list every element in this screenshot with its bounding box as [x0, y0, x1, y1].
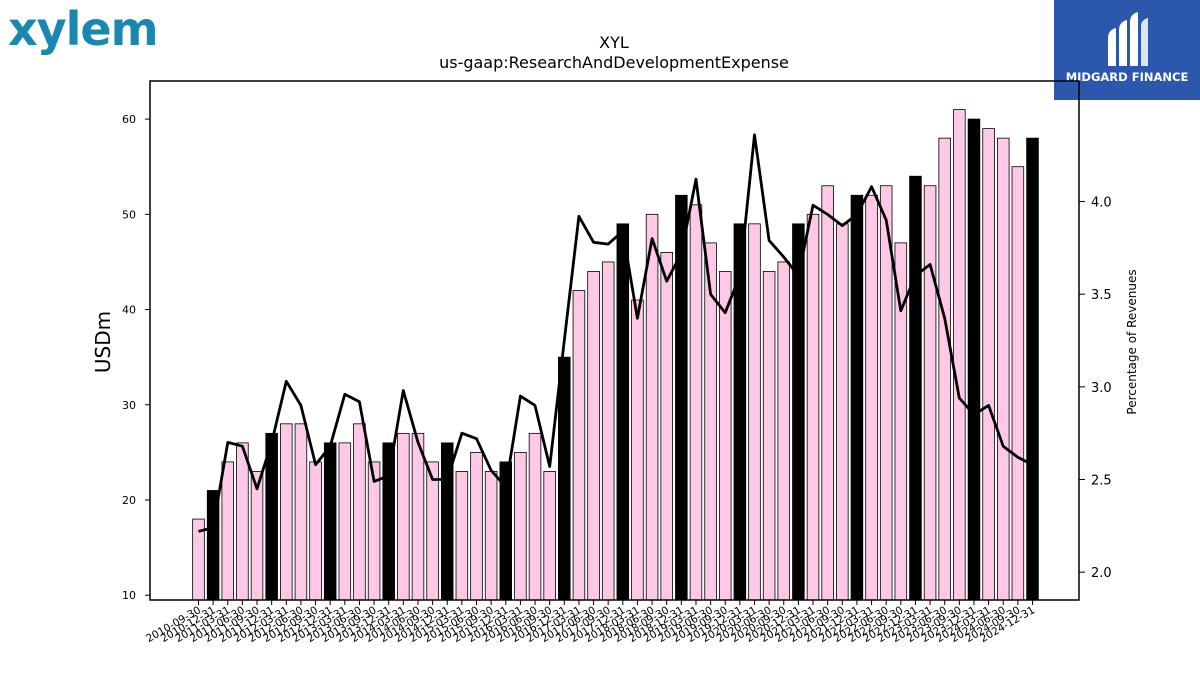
- bar: [660, 252, 673, 601]
- bar: [631, 299, 644, 601]
- y2-tick-label: 2.0: [1091, 566, 1112, 581]
- bar: [294, 423, 308, 601]
- bar: [455, 471, 469, 601]
- bar: [762, 271, 776, 601]
- bar: [221, 461, 235, 601]
- brand-badge: MIDGARD FINANCE: [1054, 0, 1200, 100]
- bar: [528, 432, 542, 601]
- y-tick-label: 40: [122, 304, 136, 317]
- chart-subtitle: us-gaap:ResearchAndDevelopmentExpense: [439, 53, 789, 72]
- bar: [865, 194, 878, 601]
- bar: [323, 442, 337, 601]
- percentage-line: [198, 133, 1034, 533]
- y-tick-label: 50: [122, 208, 136, 221]
- bar: [382, 442, 395, 601]
- bar: [850, 194, 864, 601]
- bar: [909, 175, 922, 601]
- plot-area: 1020304050602.02.53.03.54.02010-09-30201…: [122, 80, 1112, 645]
- bar: [967, 118, 981, 601]
- bar: [1026, 137, 1039, 601]
- bar: [894, 242, 908, 601]
- bar: [411, 432, 425, 601]
- plot-frame: [149, 80, 1080, 601]
- bar: [836, 223, 849, 601]
- bar: [733, 223, 747, 601]
- bar: [996, 137, 1010, 601]
- midgard-logo-icon: [1108, 12, 1148, 66]
- bar: [484, 471, 498, 601]
- bar: [718, 271, 732, 601]
- xylem-logo: xylem: [8, 2, 159, 56]
- bar: [353, 423, 366, 601]
- bar: [280, 423, 293, 601]
- brand-name: MIDGARD FINANCE: [1065, 70, 1189, 84]
- bar: [616, 223, 630, 601]
- bar: [514, 451, 527, 601]
- y2-tick-label: 3.0: [1091, 381, 1112, 396]
- bar: [1011, 166, 1025, 601]
- y2-tick-label: 2.5: [1091, 474, 1112, 489]
- bar: [953, 109, 966, 601]
- bar: [426, 461, 439, 601]
- bar: [938, 137, 951, 601]
- y-tick-label: 10: [122, 589, 136, 602]
- bar: [543, 471, 556, 601]
- y2-axis-label: Percentage of Revenues: [1125, 269, 1139, 414]
- y-axis-label: USDm: [91, 311, 115, 373]
- bar: [748, 223, 761, 601]
- bar: [792, 223, 805, 601]
- bar: [558, 356, 571, 601]
- bar: [338, 442, 352, 601]
- bar: [689, 204, 703, 601]
- bar: [821, 185, 834, 601]
- bar: [806, 213, 820, 601]
- bar: [572, 290, 586, 601]
- bar: [309, 461, 322, 601]
- y-tick-label: 30: [122, 399, 136, 412]
- bar: [923, 185, 937, 601]
- chart-title: XYL: [599, 33, 629, 52]
- y2-tick-label: 3.5: [1091, 288, 1112, 303]
- bar: [250, 471, 264, 601]
- y2-tick-label: 4.0: [1091, 195, 1112, 210]
- bar: [982, 128, 995, 601]
- y-tick-label: 60: [122, 113, 136, 126]
- bar: [777, 261, 791, 601]
- bar: [645, 213, 659, 601]
- bar: [601, 261, 615, 601]
- bar: [236, 442, 249, 601]
- bar: [587, 271, 600, 601]
- bar: [470, 451, 483, 601]
- bar: [397, 432, 410, 601]
- y-tick-label: 20: [122, 494, 136, 507]
